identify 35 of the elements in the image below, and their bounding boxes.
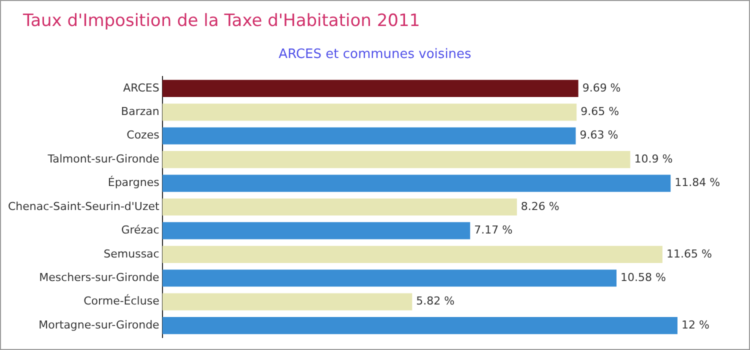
data-label: 11.84 % <box>674 176 720 190</box>
data-label: 10.9 % <box>634 152 673 166</box>
data-label: 7.17 % <box>474 224 513 237</box>
y-tick-label: Cozes <box>126 128 160 142</box>
bar <box>162 222 470 240</box>
bar <box>162 246 662 263</box>
data-label: 9.63 % <box>580 128 618 142</box>
bar <box>162 270 617 287</box>
y-tick-label: Meschers-sur-Gironde <box>39 270 160 284</box>
bar <box>162 174 671 192</box>
y-tick-label: ARCES <box>123 81 160 94</box>
bar <box>162 198 517 216</box>
bar <box>162 293 412 310</box>
y-tick-label: Corme-Écluse <box>84 294 160 308</box>
bar <box>162 80 578 97</box>
bar <box>162 104 577 121</box>
y-tick-label: Épargnes <box>108 175 160 190</box>
bar <box>162 127 576 144</box>
bar <box>162 151 630 168</box>
data-label: 9.65 % <box>580 105 620 118</box>
y-tick-label: Chenac-Saint-Seurin-d'Uzet <box>8 200 160 213</box>
y-tick-label: Mortagne-sur-Gironde <box>38 318 160 332</box>
chart-subtitle: ARCES et communes voisines <box>278 47 472 62</box>
y-tick-label: Semussac <box>104 247 160 260</box>
data-label: 12 % <box>681 318 710 332</box>
data-label: 8.26 % <box>520 200 560 213</box>
data-label: 11.65 % <box>666 247 712 260</box>
data-label: 9.69 % <box>582 81 621 94</box>
y-tick-label: Talmont-sur-Gironde <box>46 152 160 166</box>
chart-title: Taux d'Imposition de la Taxe d'Habitation 2011 <box>23 11 420 31</box>
y-tick-label: Grézac <box>121 224 160 237</box>
data-label: 5.82 % <box>416 294 455 308</box>
bar <box>162 317 678 334</box>
y-tick-label: Barzan <box>121 105 160 118</box>
data-label: 10.58 % <box>620 270 666 284</box>
